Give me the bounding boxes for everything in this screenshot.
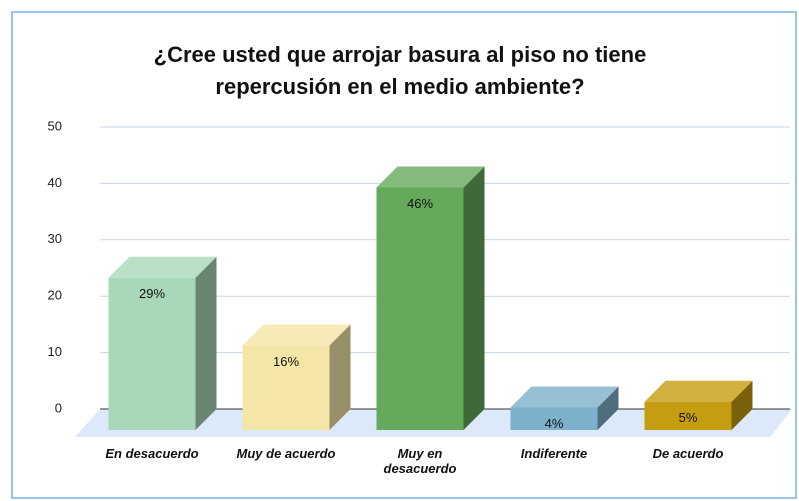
bar-side (731, 380, 753, 430)
bar-side (597, 386, 619, 430)
bar-front (644, 401, 732, 430)
bar-side (195, 256, 217, 430)
bar-front (376, 187, 464, 430)
x-tick-label: De acuerdo (652, 446, 724, 461)
chart-title: ¿Cree usted que arrojar basura al piso n… (154, 42, 647, 67)
data-label: 5% (679, 410, 698, 425)
data-label: 4% (545, 416, 564, 431)
bar-top (510, 386, 619, 408)
bar-top (108, 256, 217, 278)
bar-front (510, 407, 598, 430)
bar-front (242, 345, 330, 430)
bar (644, 380, 753, 430)
x-tick-label: Indiferente (520, 446, 588, 461)
bar (108, 256, 217, 430)
x-tick-label: Muy en desacuerdo (383, 446, 457, 476)
y-tick-label: 40 (48, 175, 62, 190)
bar (376, 166, 485, 431)
bar-top (242, 324, 351, 346)
data-label: 46% (407, 196, 433, 211)
bar-top (644, 380, 753, 402)
bar-side (329, 324, 351, 430)
x-tick-label: Muy de acuerdo (236, 446, 336, 461)
bar-front (108, 277, 196, 430)
y-tick-label: 50 (48, 118, 62, 133)
data-label: 16% (273, 354, 299, 369)
y-tick-label: 10 (48, 344, 62, 359)
bar (242, 324, 351, 430)
data-label: 29% (139, 286, 165, 301)
y-tick-label: 30 (48, 231, 62, 246)
bar-side (463, 166, 485, 431)
chart-title: repercusión en el medio ambiente? (215, 74, 584, 99)
y-tick-label: 0 (55, 400, 62, 415)
bar (510, 386, 619, 430)
x-tick-label: En desacuerdo (105, 446, 199, 461)
bar-top (376, 166, 485, 188)
y-tick-label: 20 (48, 288, 62, 303)
